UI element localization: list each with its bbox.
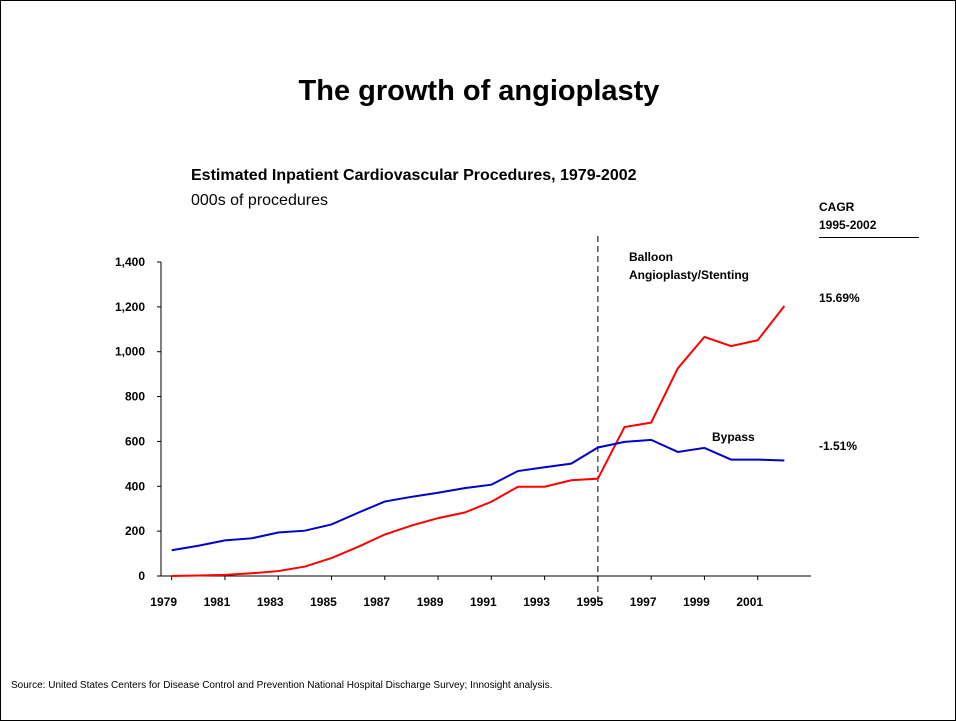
series-line [171, 305, 786, 577]
x-tick-label: 1983 [257, 595, 284, 609]
y-tick-label: 600 [125, 434, 145, 448]
x-tick-label: 1997 [630, 595, 657, 609]
x-tick-label: 1991 [470, 595, 497, 609]
cagr-value: 15.69% [819, 291, 860, 305]
chart-title: Estimated Inpatient Cardiovascular Proce… [191, 167, 637, 184]
cagr-rule [819, 237, 919, 238]
cagr-header: 1995-2002 [819, 218, 877, 232]
x-tick-label: 1987 [363, 595, 390, 609]
source-note: Source: United States Centers for Diseas… [11, 680, 553, 691]
slide-title: The growth of angioplasty [298, 75, 660, 107]
x-tick-label: 1981 [204, 595, 231, 609]
x-tick-label: 2001 [736, 595, 763, 609]
cagr-value: -1.51% [819, 439, 858, 453]
y-tick-label: 1,400 [115, 255, 145, 269]
y-tick-label: 0 [138, 569, 145, 583]
x-tick-label: 1993 [523, 595, 550, 609]
series-label: Bypass [712, 430, 755, 444]
x-tick-label: 1979 [150, 595, 177, 609]
y-tick-label: 800 [125, 390, 145, 404]
y-tick-label: 1,200 [115, 300, 145, 314]
chart-subtitle: 000s of procedures [191, 192, 328, 209]
x-tick-label: 1989 [417, 595, 444, 609]
x-tick-label: 1985 [310, 595, 337, 609]
y-tick-label: 400 [125, 479, 145, 493]
y-tick-label: 200 [125, 524, 145, 538]
x-tick-label: 1999 [683, 595, 710, 609]
cagr-header: CAGR [819, 200, 855, 214]
series-line [171, 438, 785, 552]
x-tick-label: 1995 [577, 595, 604, 609]
series-label: Balloon Angioplasty/Stenting [629, 250, 749, 282]
y-tick-label: 1,000 [115, 345, 145, 359]
